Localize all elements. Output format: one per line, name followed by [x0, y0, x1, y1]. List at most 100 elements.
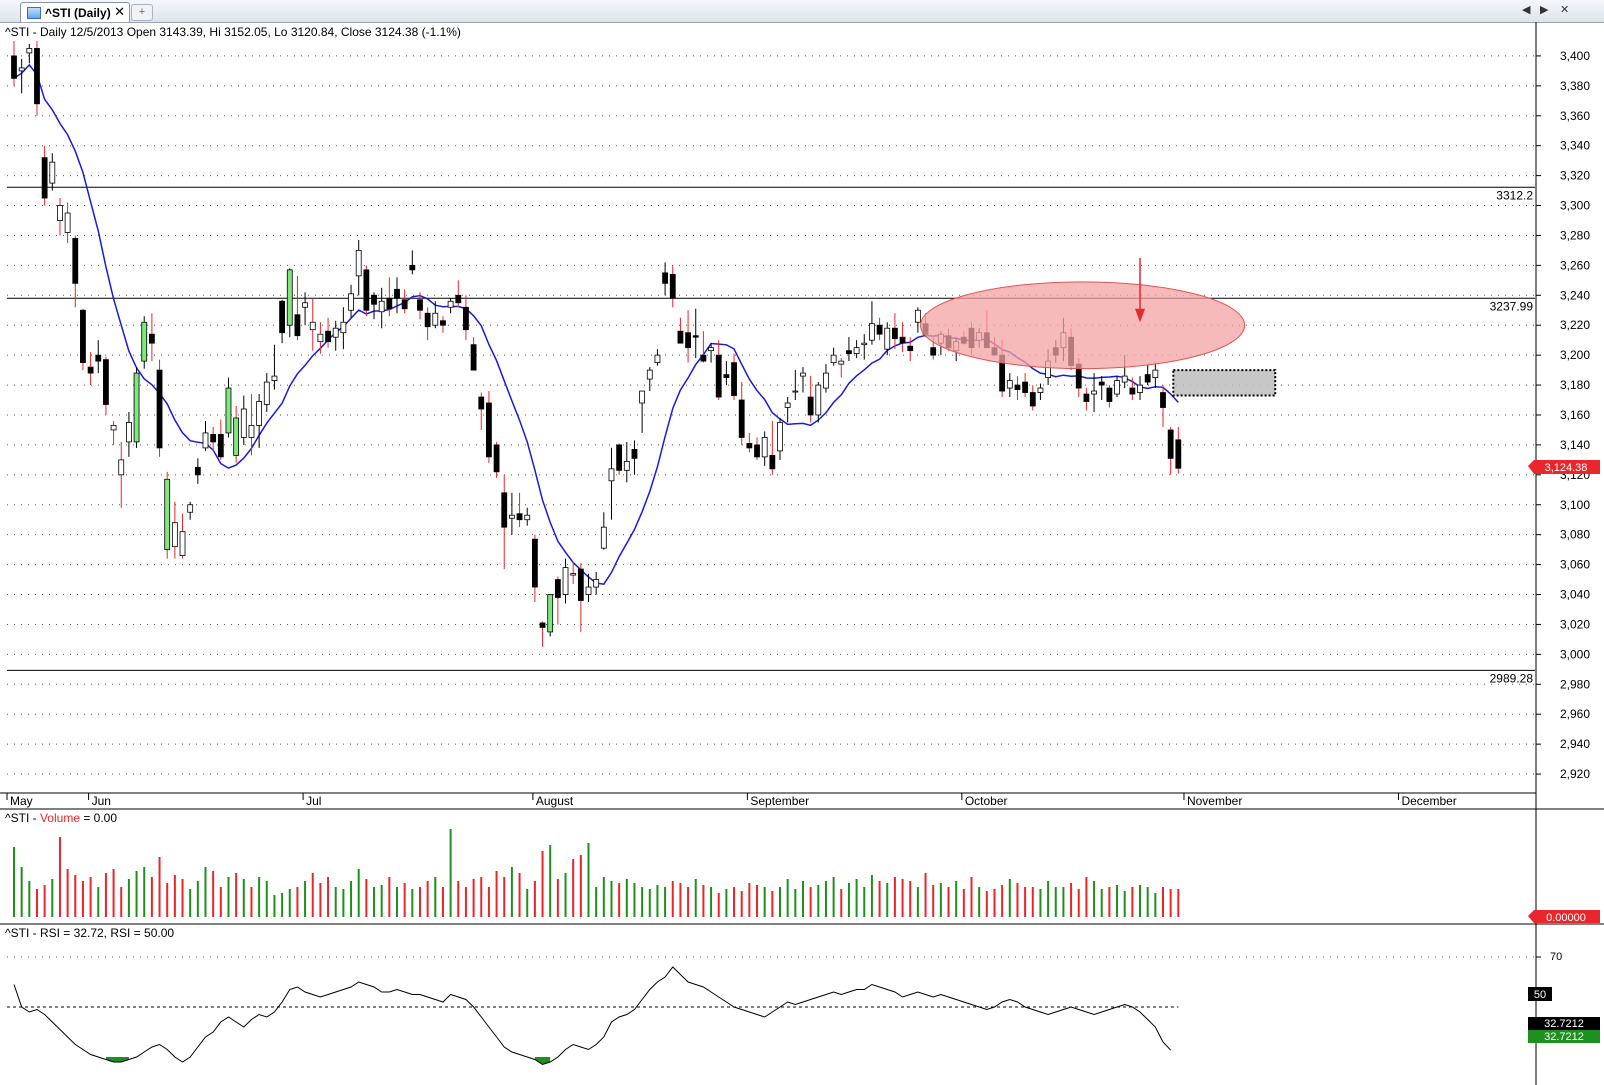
candle [777, 417, 783, 460]
candle-body [777, 422, 783, 452]
candle-body [815, 384, 822, 416]
horizontal-line-label: 3312.2 [1496, 188, 1533, 202]
candle [723, 361, 730, 386]
y-tick-label: 3,280 [1560, 228, 1590, 242]
candle [669, 265, 676, 308]
candle-body [233, 417, 240, 456]
candle-body [118, 459, 125, 476]
next-tab-icon[interactable]: ▶ [1540, 4, 1549, 16]
candle [692, 308, 699, 359]
y-tick-label: 3,400 [1560, 49, 1590, 63]
y-tick-label: 3,340 [1560, 139, 1590, 153]
horizontal-lines[interactable]: 3312.2 3237.99 2989.28 [7, 186, 1535, 685]
candle-body [279, 300, 286, 334]
candle-body [608, 468, 615, 482]
month-label: Jul [306, 794, 321, 808]
candle-body [171, 522, 178, 548]
candle-body [1137, 384, 1143, 393]
candle-body [1175, 439, 1182, 469]
candle [554, 576, 561, 625]
candle [49, 153, 56, 191]
candle [1098, 376, 1105, 401]
candle [194, 458, 201, 484]
candle-body [692, 335, 699, 338]
candle-body [1121, 375, 1128, 383]
candle-body [34, 48, 40, 105]
close-window-icon[interactable]: ✕ [1560, 4, 1570, 16]
candle [80, 308, 86, 371]
candle-body [662, 272, 668, 284]
candle-body [455, 294, 462, 304]
candle [715, 340, 722, 401]
y-tick-label: 3,260 [1560, 258, 1590, 272]
candle [386, 277, 393, 317]
close-icon[interactable]: ✕ [114, 4, 125, 19]
candle [754, 437, 760, 460]
candle-body [179, 531, 186, 557]
candle [1160, 385, 1166, 427]
prev-tab-icon[interactable]: ◀ [1522, 4, 1531, 16]
candle [179, 513, 186, 559]
candle-body [386, 297, 393, 310]
candle-body [853, 347, 860, 355]
candle [623, 441, 630, 483]
month-label: Jun [92, 794, 111, 808]
candle-body [440, 320, 446, 326]
candle [133, 367, 140, 448]
candle-body [907, 345, 914, 352]
candle-body [800, 372, 806, 377]
candle [700, 331, 707, 363]
candle [240, 395, 247, 445]
candle-body [210, 434, 217, 443]
candle-body [202, 432, 209, 449]
candle-body [348, 293, 354, 311]
candle [876, 317, 883, 341]
rsi-level-70-label: 70 [1550, 951, 1562, 963]
candle-body [1014, 384, 1021, 390]
candle-body [64, 212, 71, 233]
candle [869, 301, 875, 345]
candle [1137, 376, 1143, 401]
candle [501, 474, 508, 570]
candle [708, 343, 714, 363]
candle [302, 292, 308, 326]
candle-body [294, 314, 301, 337]
candle [126, 411, 132, 457]
y-tick-label: 3,160 [1560, 408, 1590, 422]
chart-area[interactable]: 3312.2 3237.99 2989.28 2,920 2,940 2,960 2,98… [0, 22, 1604, 1085]
candle [1014, 376, 1021, 401]
y-tick-label: 3,140 [1560, 438, 1590, 452]
candle-body [577, 568, 584, 601]
candle-body [531, 538, 538, 588]
candle [271, 344, 278, 390]
candle [892, 313, 898, 350]
month-label: August [536, 794, 574, 808]
candle-body [547, 594, 554, 633]
candle-body [784, 402, 791, 408]
candle-body [340, 321, 347, 334]
candle [340, 307, 347, 350]
chart-icon [27, 6, 41, 19]
candle [325, 317, 331, 348]
y-tick-label: 3,240 [1560, 288, 1590, 302]
candle [409, 250, 416, 275]
candle [202, 420, 209, 451]
candle-body [394, 288, 400, 299]
candle [1167, 426, 1174, 475]
candle [823, 364, 829, 393]
candle-body [148, 333, 155, 344]
candle-body [1160, 392, 1166, 408]
new-tab-button[interactable]: + [131, 4, 153, 21]
consolidation-box [1172, 369, 1277, 397]
volume-header: ^STI - Volume = 0.00 [5, 811, 117, 825]
candle-body [363, 269, 370, 311]
y-tick-label: 2,920 [1560, 767, 1590, 781]
candle-body [187, 504, 194, 513]
candle [401, 289, 408, 314]
candle-body [217, 434, 224, 458]
y-tick-label: 3,320 [1560, 169, 1590, 183]
candle [1037, 383, 1044, 401]
candle [263, 373, 270, 412]
candle [608, 447, 615, 520]
tab-sti-daily[interactable]: ^STI (Daily) ✕ [20, 2, 130, 22]
